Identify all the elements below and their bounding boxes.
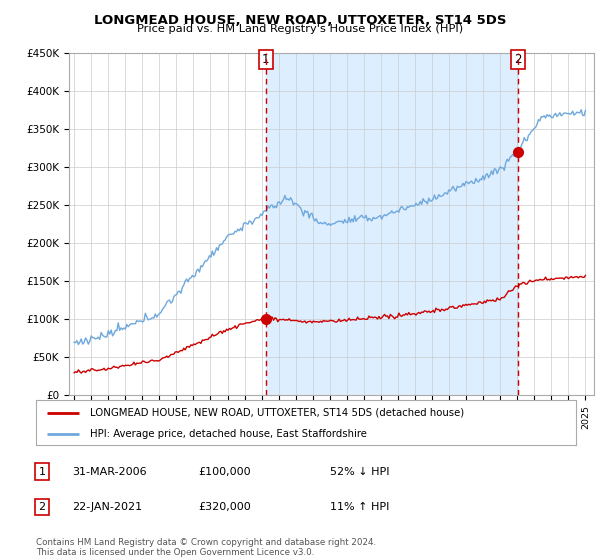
Text: 22-JAN-2021: 22-JAN-2021	[72, 502, 142, 512]
Text: £100,000: £100,000	[198, 466, 251, 477]
Text: £320,000: £320,000	[198, 502, 251, 512]
Text: 1: 1	[262, 53, 269, 66]
Text: 11% ↑ HPI: 11% ↑ HPI	[330, 502, 389, 512]
Text: 31-MAR-2006: 31-MAR-2006	[72, 466, 146, 477]
Text: 2: 2	[38, 502, 46, 512]
Bar	[266, 53, 518, 395]
Text: Contains HM Land Registry data © Crown copyright and database right 2024.
This d: Contains HM Land Registry data © Crown c…	[36, 538, 376, 557]
Text: LONGMEAD HOUSE, NEW ROAD, UTTOXETER, ST14 5DS (detached house): LONGMEAD HOUSE, NEW ROAD, UTTOXETER, ST1…	[90, 408, 464, 418]
Text: Price paid vs. HM Land Registry's House Price Index (HPI): Price paid vs. HM Land Registry's House …	[137, 24, 463, 34]
Text: 52% ↓ HPI: 52% ↓ HPI	[330, 466, 389, 477]
Text: HPI: Average price, detached house, East Staffordshire: HPI: Average price, detached house, East…	[90, 429, 367, 439]
Text: LONGMEAD HOUSE, NEW ROAD, UTTOXETER, ST14 5DS: LONGMEAD HOUSE, NEW ROAD, UTTOXETER, ST1…	[94, 14, 506, 27]
Text: 2: 2	[514, 53, 522, 66]
Text: 1: 1	[38, 466, 46, 477]
